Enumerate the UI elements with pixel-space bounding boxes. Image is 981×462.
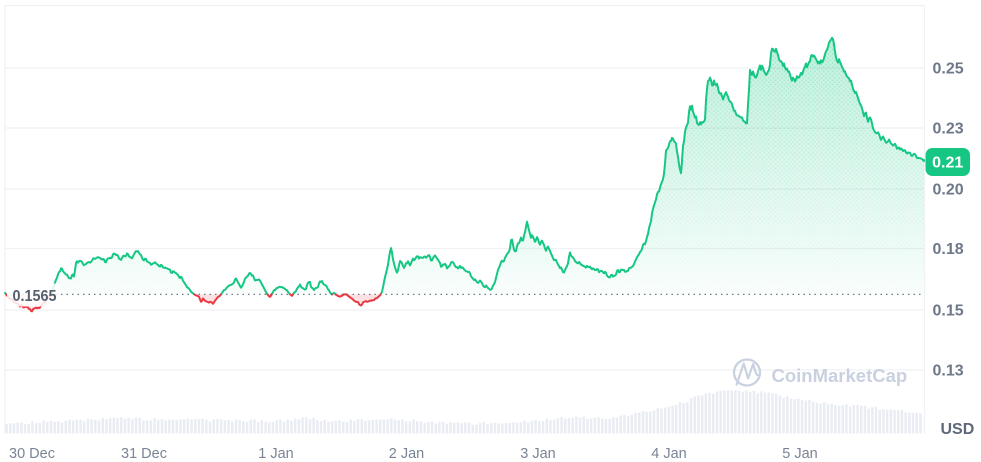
svg-text:30 Dec: 30 Dec: [9, 446, 55, 462]
svg-text:0.20: 0.20: [933, 182, 964, 199]
svg-text:0.25: 0.25: [933, 61, 964, 78]
svg-text:0.1565: 0.1565: [13, 288, 57, 305]
svg-text:0.15: 0.15: [933, 303, 964, 320]
svg-text:3 Jan: 3 Jan: [520, 446, 555, 462]
svg-text:4 Jan: 4 Jan: [651, 446, 686, 462]
svg-text:0.18: 0.18: [933, 241, 964, 258]
svg-text:31 Dec: 31 Dec: [121, 446, 167, 462]
svg-text:0.13: 0.13: [933, 363, 964, 380]
svg-text:0.23: 0.23: [933, 121, 964, 138]
svg-text:5 Jan: 5 Jan: [782, 446, 817, 462]
svg-text:0.21: 0.21: [932, 155, 963, 172]
svg-text:USD: USD: [941, 421, 975, 438]
svg-text:1 Jan: 1 Jan: [258, 446, 293, 462]
svg-text:2 Jan: 2 Jan: [389, 446, 424, 462]
svg-text:CoinMarketCap: CoinMarketCap: [772, 365, 908, 386]
